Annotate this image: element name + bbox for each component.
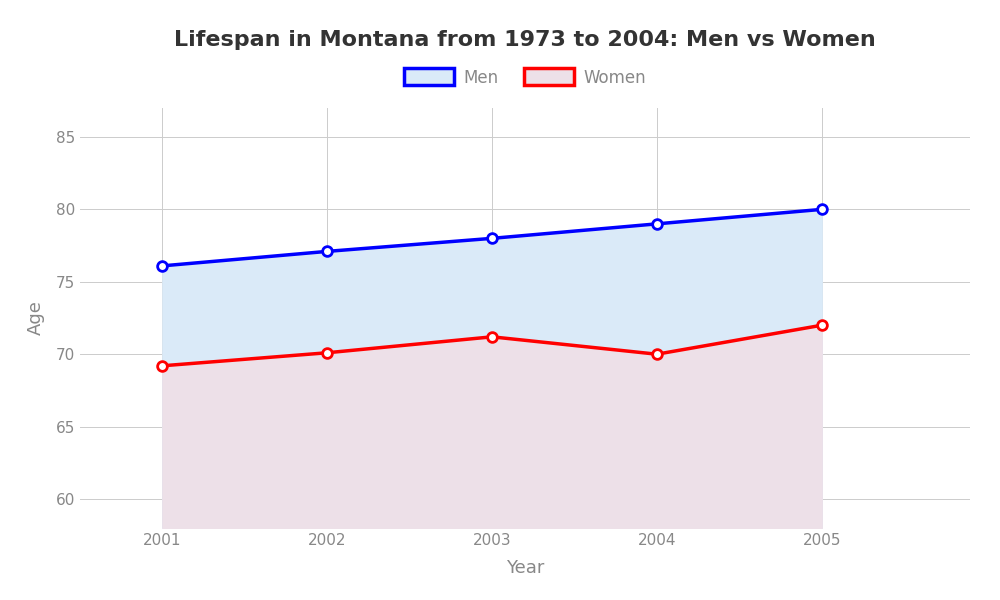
X-axis label: Year: Year [506,559,544,577]
Y-axis label: Age: Age [27,301,45,335]
Title: Lifespan in Montana from 1973 to 2004: Men vs Women: Lifespan in Montana from 1973 to 2004: M… [174,29,876,49]
Legend: Men, Women: Men, Women [397,62,653,93]
